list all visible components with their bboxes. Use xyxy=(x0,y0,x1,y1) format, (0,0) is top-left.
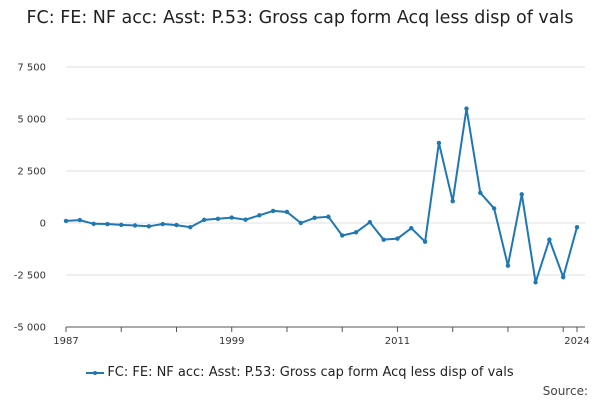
data-point-1987[interactable] xyxy=(63,218,69,224)
data-point-1989[interactable] xyxy=(91,221,96,227)
data-point-2015[interactable] xyxy=(450,198,455,204)
y-tick-label: 7 500 xyxy=(17,63,46,74)
data-point-1990[interactable] xyxy=(105,221,110,227)
x-tick-label: 2024 xyxy=(564,336,589,347)
y-tick-label: -5 000 xyxy=(14,323,46,334)
data-point-2020[interactable] xyxy=(519,192,524,197)
data-point-1994[interactable] xyxy=(160,221,165,227)
data-point-1988[interactable] xyxy=(77,217,83,223)
y-tick-label: 0 xyxy=(40,219,46,230)
data-point-2001[interactable] xyxy=(257,213,262,218)
data-point-1999[interactable] xyxy=(229,215,234,220)
data-point-2017[interactable] xyxy=(478,190,483,196)
data-point-1993[interactable] xyxy=(146,224,152,229)
data-point-2010[interactable] xyxy=(381,237,386,242)
data-point-2013[interactable] xyxy=(422,239,428,244)
series-line xyxy=(65,108,578,283)
data-point-1998[interactable] xyxy=(215,216,221,222)
data-point-2006[interactable] xyxy=(326,214,331,219)
legend-label: FC: FE: NF acc: Asst: P.53: Gross cap fo… xyxy=(107,365,514,380)
data-point-2007[interactable] xyxy=(340,233,345,238)
x-axis: 1987 1999 2011 2024 xyxy=(53,326,590,347)
source-label: Source: xyxy=(542,384,588,398)
data-point-2016[interactable] xyxy=(464,106,469,111)
data-point-2019[interactable] xyxy=(505,263,511,268)
data-point-1992[interactable] xyxy=(132,223,138,228)
data-point-2011[interactable] xyxy=(395,236,400,241)
data-point-1997[interactable] xyxy=(201,217,207,223)
data-point-1991[interactable] xyxy=(119,222,124,228)
data-point-2023[interactable] xyxy=(560,274,566,280)
data-point-2005[interactable] xyxy=(312,215,317,220)
data-point-1996[interactable] xyxy=(188,224,193,230)
chart-title: FC: FE: NF acc: Asst: P.53: Gross cap fo… xyxy=(26,8,574,28)
legend[interactable]: FC: FE: NF acc: Asst: P.53: Gross cap fo… xyxy=(0,365,600,380)
data-point-1995[interactable] xyxy=(174,222,179,228)
x-tick-label: 2011 xyxy=(385,336,410,347)
data-point-2018[interactable] xyxy=(491,206,497,211)
x-tick-label: 1999 xyxy=(219,336,244,347)
data-point-2002[interactable] xyxy=(270,208,276,214)
y-axis-ticks: 7 500 5 000 2 500 0 -2 500 -5 000 xyxy=(14,63,46,334)
data-point-2024[interactable] xyxy=(574,224,580,230)
data-point-2008[interactable] xyxy=(353,230,359,235)
y-tick-label: 5 000 xyxy=(17,115,46,126)
series-points xyxy=(63,106,580,285)
data-point-2014[interactable] xyxy=(436,140,442,146)
x-tick-label: 1987 xyxy=(53,336,78,347)
data-point-2021[interactable] xyxy=(533,280,538,285)
data-point-2003[interactable] xyxy=(284,209,290,215)
legend-marker-icon xyxy=(86,368,105,378)
data-point-2022[interactable] xyxy=(547,237,552,242)
grid-lines xyxy=(66,66,585,328)
data-point-2012[interactable] xyxy=(409,226,414,231)
data-point-2000[interactable] xyxy=(243,217,248,222)
data-point-2009[interactable] xyxy=(367,219,373,225)
data-point-2004[interactable] xyxy=(298,220,303,226)
y-tick-label: 2 500 xyxy=(17,167,46,178)
y-tick-label: -2 500 xyxy=(14,271,46,282)
